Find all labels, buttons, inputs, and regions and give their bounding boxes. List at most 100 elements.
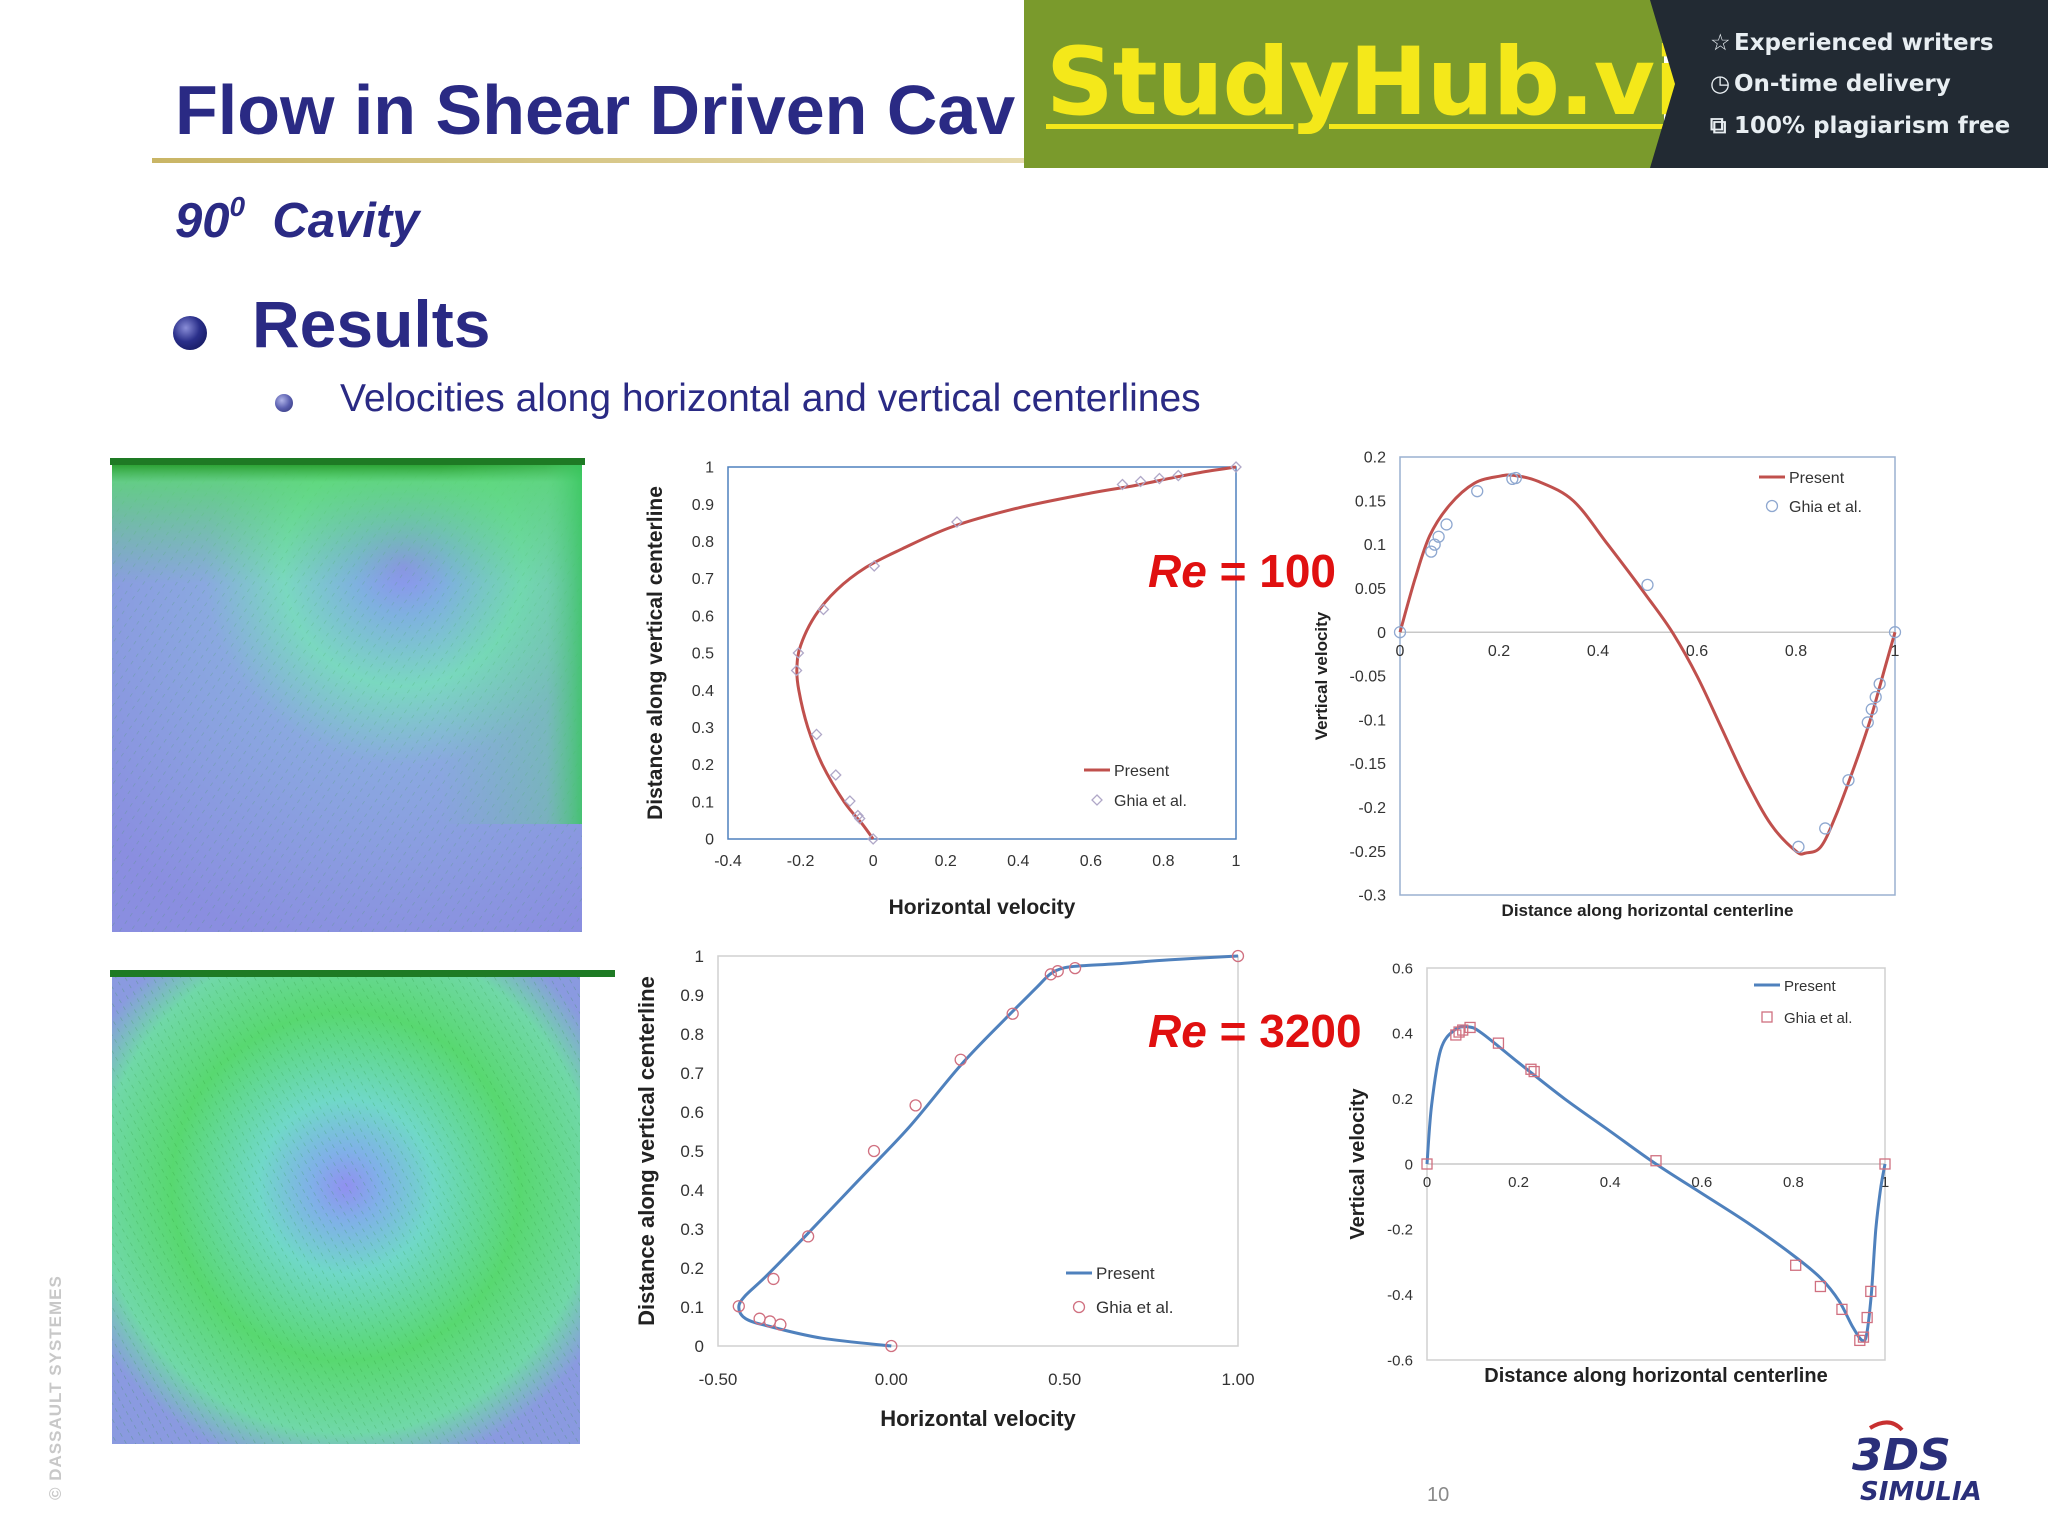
subtitle-angle: 90 — [175, 194, 230, 248]
x-tick-label: 0.4 — [1587, 643, 1609, 660]
data-point-ghia — [1172, 469, 1185, 482]
x-tick-label: 0.8 — [1783, 1174, 1804, 1191]
legend-entry: Ghia et al. — [1789, 499, 1862, 516]
re-prefix: Re — [1148, 545, 1207, 597]
data-point-ghia — [1888, 626, 1902, 639]
data-point-ghia — [1116, 478, 1129, 491]
y-tick-label: -0.2 — [1387, 1222, 1413, 1239]
banner-logo[interactable]: StudyHub.vip — [1046, 28, 1752, 137]
y-tick-label: 0.3 — [692, 720, 714, 737]
chart-v-re3200: -0.6 -0.4 -0.2 0 0.2 0.4 0.6 0 0.2 0.4 0.6 0.8 1 Dist… — [1347, 960, 1891, 1387]
star-icon: ☆ — [1710, 30, 1731, 56]
x-tick-label: 0.50 — [1048, 1370, 1081, 1389]
y-axis-label: Distance along vertical centerline — [634, 976, 659, 1326]
data-point-ghia — [1432, 530, 1445, 543]
data-point-ghia — [1879, 1158, 1891, 1170]
re-value: 100 — [1259, 545, 1336, 597]
data-point-ghia — [954, 1053, 967, 1066]
x-tick-label: 0.2 — [935, 853, 957, 870]
y-tick-label: -0.25 — [1350, 844, 1387, 861]
x-tick-label: 1.00 — [1221, 1370, 1254, 1389]
re-label-100: Re = 100 — [1148, 544, 1336, 598]
data-point-ghia — [1819, 822, 1832, 835]
legend-entry: Present — [1096, 1264, 1155, 1283]
cavity-flow-image-re100 — [110, 458, 585, 932]
logo-mark: 3DS — [1852, 1430, 1951, 1481]
x-tick-label: 0.6 — [1686, 643, 1708, 660]
page-number: 10 — [1427, 1484, 1450, 1506]
y-tick-label: 0 — [1405, 1156, 1413, 1173]
data-point-ghia — [1814, 1280, 1827, 1293]
x-tick-label: 0.8 — [1785, 643, 1807, 660]
data-point-ghia — [790, 664, 803, 677]
data-point-ghia — [1471, 485, 1484, 498]
y-tick-label: 0.4 — [692, 683, 714, 700]
data-point-ghia — [867, 833, 880, 845]
data-point-ghia — [1421, 1158, 1433, 1170]
y-axis-label: Distance along vertical centerline — [644, 486, 667, 820]
x-tick-label: -0.2 — [787, 853, 815, 870]
legend-entry: Ghia et al. — [1096, 1298, 1174, 1317]
y-tick-label: -0.15 — [1350, 756, 1387, 773]
data-point-ghia — [1457, 1024, 1469, 1036]
y-tick-label: 0.5 — [680, 1142, 704, 1161]
data-point-ghia — [1231, 949, 1245, 963]
data-point-ghia — [885, 1339, 898, 1353]
data-point-ghia — [867, 1144, 881, 1158]
y-tick-label: 0 — [695, 1337, 704, 1356]
data-point-ghia — [732, 1300, 745, 1313]
data-point-ghia — [1854, 1334, 1866, 1347]
data-point-ghia — [1790, 1259, 1802, 1271]
sub-bullet-text: Velocities along horizontal and vertical… — [340, 377, 1201, 420]
legend-entry: Present — [1789, 470, 1845, 487]
y-tick-label: 0.2 — [1364, 450, 1386, 467]
x-tick-label: 0.00 — [875, 1370, 908, 1389]
copyright-watermark: © DASSAULT SYSTEMES — [46, 1275, 65, 1500]
re-eq: = — [1206, 1005, 1260, 1057]
data-point-ghia — [1393, 626, 1407, 639]
plot-area — [717, 955, 1239, 1347]
data-point-ghia — [1492, 1037, 1505, 1049]
legend-marker-swatch — [1091, 794, 1103, 806]
y-tick-label: 0.4 — [680, 1181, 704, 1200]
data-point-ghia — [1528, 1065, 1540, 1078]
series-line-present — [1398, 473, 1897, 856]
y-tick-label: 0.7 — [680, 1064, 704, 1083]
re-eq: = — [1206, 545, 1260, 597]
data-point-ghia — [753, 1312, 766, 1325]
y-tick-label: -0.4 — [1387, 1287, 1413, 1304]
chart-v-re100: -0.3 -0.25 -0.2 -0.15 -0.1 -0.05 0 0.05 0.1 0.15 0… — [1312, 450, 1902, 920]
x-tick-label: -0.4 — [714, 853, 742, 870]
x-tick-label: 0.4 — [1007, 853, 1029, 870]
y-tick-label: 0.05 — [1355, 581, 1386, 598]
data-point-ghia — [1509, 471, 1522, 485]
data-point-ghia — [1006, 1007, 1019, 1020]
x-axis-label: Distance along horizontal centerline — [1502, 901, 1794, 920]
y-tick-label: 0 — [1377, 625, 1386, 642]
data-point-ghia — [792, 647, 805, 659]
data-point-ghia — [853, 812, 866, 825]
x-tick-label: -0.50 — [699, 1370, 738, 1389]
legend-entry: Present — [1784, 978, 1837, 995]
x-tick-label: 0.6 — [1691, 1174, 1712, 1191]
x-axis-label: Distance along horizontal centerline — [1484, 1365, 1827, 1387]
y-axis-label: Vertical velocity — [1347, 1088, 1369, 1240]
feature-label: Experienced writers — [1734, 30, 1994, 56]
data-point-ghia — [1525, 1063, 1537, 1075]
data-point-ghia — [868, 560, 881, 572]
ad-banner[interactable] — [1024, 0, 1664, 168]
x-tick-label: 0 — [869, 853, 878, 870]
y-tick-label: 0.2 — [692, 757, 714, 774]
chart-u-re3200: 0 0.1 0.2 0.3 0.4 0.5 0.6 0.7 0.8 0.9 1 -0.50 0.00 0.… — [634, 947, 1255, 1431]
y-tick-label: 0.1 — [680, 1298, 704, 1317]
re-prefix: Re — [1148, 1005, 1207, 1057]
x-axis-label: Horizontal velocity — [889, 896, 1076, 919]
data-point-ghia — [1428, 538, 1441, 551]
data-point-ghia — [1869, 690, 1882, 704]
y-tick-label: -0.6 — [1387, 1352, 1413, 1369]
data-point-ghia — [1861, 716, 1874, 729]
plot-area — [1399, 456, 1896, 896]
data-point-ghia — [1857, 1331, 1870, 1343]
copy-icon: ⧉ — [1710, 113, 1727, 139]
x-axis-label: Horizontal velocity — [880, 1406, 1076, 1431]
